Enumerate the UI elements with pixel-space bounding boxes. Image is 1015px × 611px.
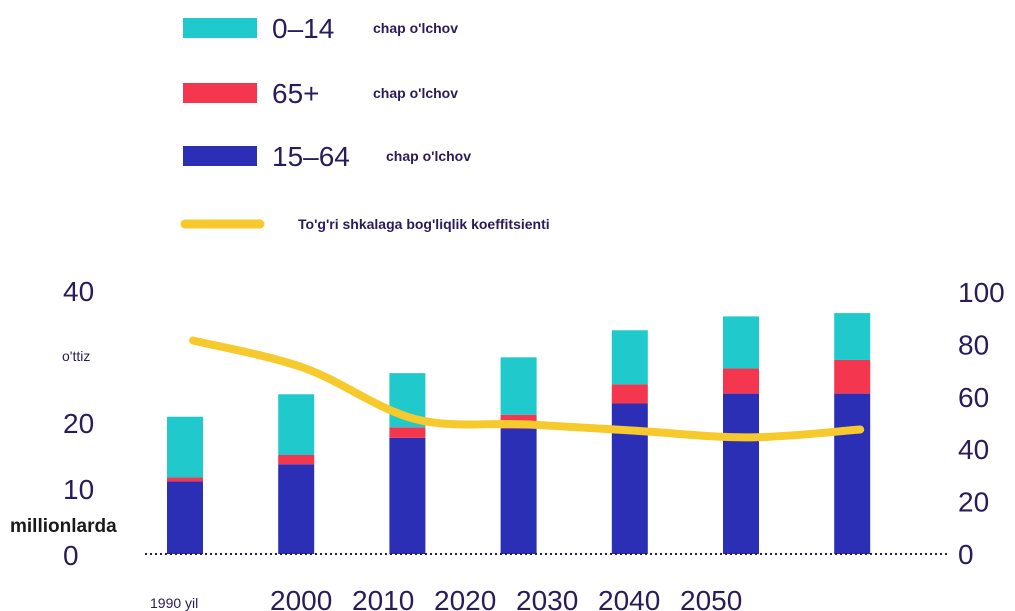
bar-15-64-2010	[389, 437, 426, 554]
line-point-2010	[414, 418, 417, 421]
y-right-tick-label: 60	[958, 382, 989, 413]
y-left-tick-label: 0	[63, 540, 79, 571]
bar-0-14-2000	[278, 394, 315, 455]
legend-label-0-14: 0–14	[272, 13, 334, 44]
x-tick-label-2010: 2010	[352, 585, 414, 611]
legend-swatch-0-14	[183, 18, 257, 38]
line-point-2020	[525, 423, 528, 426]
y-right-tick-label: 0	[958, 539, 974, 570]
legend-label-65: 65+	[272, 78, 320, 109]
bar-65-2030	[611, 384, 648, 404]
line-point-2030	[636, 429, 639, 432]
x-tick-label-1990-yil: 1990 yil	[150, 595, 198, 611]
x-axis: 1990 yil 2000 2010 2020 2030 2040 2050	[150, 585, 742, 611]
y-axis-left: 0 10 20 o'ttiz 40	[62, 276, 94, 571]
legend-note: chap o'lchov	[373, 20, 458, 36]
y-left-tick-label: 20	[63, 408, 94, 439]
bars	[167, 313, 871, 554]
y-right-tick-label: 100	[958, 277, 1005, 308]
x-tick-label-2040: 2040	[598, 585, 660, 611]
bar-0-14-2020	[500, 357, 537, 415]
bar-65-2000	[278, 455, 315, 465]
x-tick-label-2000: 2000	[270, 585, 332, 611]
y-right-tick-label: 40	[958, 434, 989, 465]
line-point-1990-yil	[192, 339, 194, 342]
line-point-2040	[748, 436, 750, 439]
bar-15-64-2050	[834, 393, 871, 554]
x-tick-label-2030: 2030	[516, 585, 578, 611]
line-point-2000	[303, 366, 306, 369]
legend-swatch-65	[183, 83, 257, 103]
x-tick-label-2020: 2020	[434, 585, 496, 611]
legend-note: chap o'lchov	[386, 148, 471, 164]
y-left-tick-label: o'ttiz	[62, 348, 90, 364]
bar-15-64-2020	[500, 428, 537, 554]
bar-65-2010	[389, 427, 426, 438]
legend-swatch-15-64	[183, 146, 257, 166]
bar-0-14-1990-yil	[167, 416, 203, 478]
bar-15-64-2040	[723, 393, 759, 554]
bar-0-14-2040	[723, 316, 759, 369]
y-axis-right: 0 20 40 60 80 100	[958, 277, 1005, 570]
legend: 0–14 chap o'lchov 65+ chap o'lchov 15–64 chap…	[180, 13, 550, 232]
bar-65-2040	[723, 368, 759, 394]
y-axis-left-label: millionlarda	[10, 516, 117, 537]
ratio-line	[189, 336, 865, 442]
bar-65-2050	[834, 359, 871, 394]
y-right-tick-label: 20	[958, 487, 989, 518]
line-point-2050	[859, 428, 862, 431]
bar-0-14-2030	[611, 330, 648, 385]
x-tick-label-2050: 2050	[680, 585, 742, 611]
y-right-tick-label: 80	[958, 329, 989, 360]
y-left-tick-label: 40	[63, 276, 94, 307]
legend-note: chap o'lchov	[373, 85, 458, 101]
legend-note: To'g'ri shkalaga bog'liqlik koeffitsient…	[298, 216, 550, 232]
bar-15-64-1990-yil	[167, 481, 203, 554]
y-left-tick-label: 10	[63, 474, 94, 505]
legend-label-15-64: 15–64	[272, 141, 350, 172]
bar-65-1990-yil	[167, 477, 203, 482]
bar-0-14-2050	[834, 313, 871, 360]
bar-15-64-2000	[278, 464, 315, 554]
